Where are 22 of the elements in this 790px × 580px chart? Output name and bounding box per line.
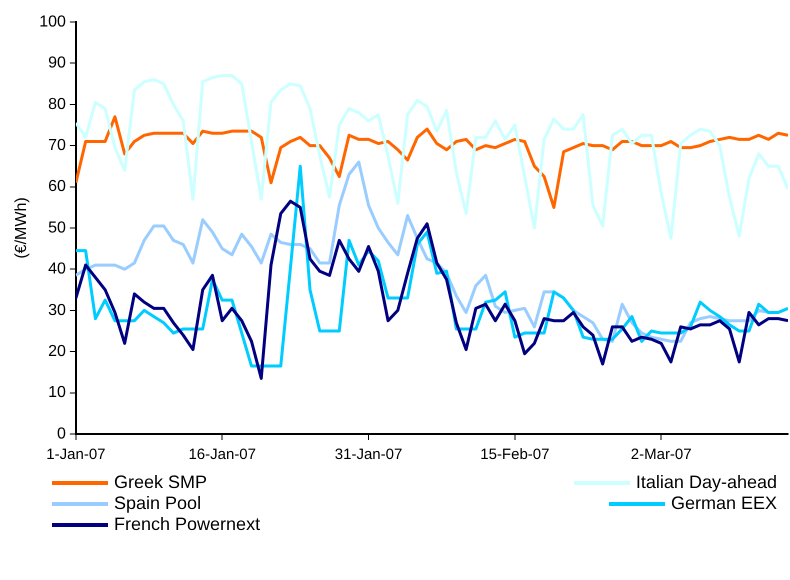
- legend-label: Greek SMP: [114, 472, 208, 493]
- x-tick-label: 2-Mar-07: [630, 446, 692, 464]
- y-tick-label: 80: [48, 96, 66, 113]
- y-tick-label: 30: [48, 302, 66, 319]
- y-tick-label: 50: [48, 219, 66, 236]
- x-tick-label: 16-Jan-07: [188, 446, 256, 464]
- y-tick-label: 10: [48, 384, 66, 402]
- legend-label: Italian Day-ahead: [636, 472, 777, 493]
- x-tick-label: 1-Jan-07: [46, 446, 106, 464]
- y-tick-label: 0: [56, 425, 66, 442]
- y-tick-label: 20: [48, 343, 66, 360]
- x-tick-label: 15-Feb-07: [480, 446, 550, 464]
- y-axis-title: (€/MWh): [13, 197, 30, 259]
- legend-label: Spain Pool: [114, 493, 202, 514]
- y-tick-label: 90: [48, 54, 66, 72]
- x-tick-label: 31-Jan-07: [334, 446, 402, 464]
- y-tick-label: 60: [48, 178, 66, 196]
- y-tick-label: 100: [39, 13, 66, 30]
- y-tick-label: 70: [48, 137, 66, 154]
- legend-label: French Powernext: [114, 514, 260, 535]
- legend-label: German EEX: [670, 493, 777, 514]
- y-tick-label: 40: [48, 260, 66, 278]
